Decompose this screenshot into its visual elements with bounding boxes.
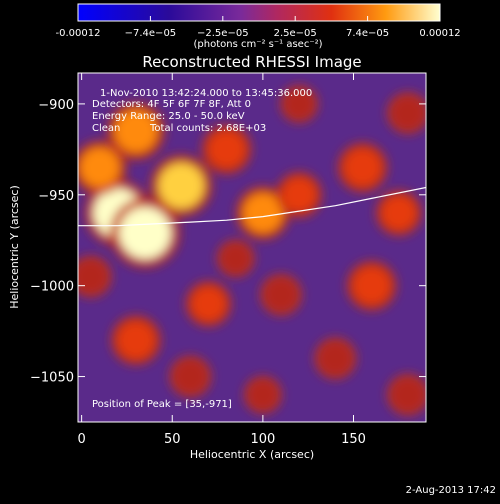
source-core — [353, 267, 391, 305]
plot-frame — [77, 72, 427, 423]
colorbar-tick-label: 7.4e−05 — [346, 28, 389, 39]
source-core — [119, 206, 172, 259]
y-tick-label: −950 — [38, 189, 74, 204]
footer-timestamp: 2-Aug-2013 17:42 — [406, 485, 496, 496]
annotation-total-counts: Total counts: 2.68E+03 — [149, 123, 266, 134]
colorbar-tick-label: −7.4e−05 — [125, 28, 177, 39]
source-core — [158, 162, 205, 209]
axis-ticks: 0 50 100 150 −900 −950 −1000 −1050 — [30, 73, 426, 447]
source-core — [117, 321, 155, 359]
y-tick-label: −900 — [38, 98, 74, 113]
source-core — [319, 342, 351, 374]
y-tick-label: −1050 — [30, 371, 74, 386]
chart-title: Reconstructed RHESSI Image — [142, 53, 361, 71]
source-core — [242, 192, 283, 233]
source-core — [248, 380, 277, 409]
colorbar-strip — [77, 3, 441, 22]
source-layer — [78, 85, 426, 416]
source-core — [79, 147, 120, 188]
colorbar: -0.00012 −7.4e−05 −2.5e−05 2.5e−05 7.4e−05 0.… — [56, 3, 461, 50]
annotation-time-range: 1-Nov-2010 13:42:24.000 to 13:45:36.000 — [100, 88, 312, 99]
annotation-peak: Position of Peak = [35,-971] — [92, 399, 232, 410]
image-panel: 0 50 100 150 −900 −950 −1000 −1050 — [30, 72, 427, 447]
y-tick-label: −1000 — [30, 280, 74, 295]
annotation-method: Clean — [92, 123, 120, 134]
annotation-detectors: Detectors: 4F 5F 6F 7F 8F, Att 0 — [92, 99, 251, 110]
annotation-energy-range: Energy Range: 25.0 - 50.0 keV — [92, 111, 245, 122]
source-core — [78, 261, 107, 293]
colorbar-tick-label: -0.00012 — [56, 28, 101, 39]
source-core — [282, 177, 317, 212]
y-axis-label: Heliocentric Y (arcsec) — [8, 185, 21, 309]
x-axis-label: Heliocentric X (arcsec) — [190, 448, 314, 461]
source-core — [265, 279, 297, 311]
source-core — [392, 379, 424, 411]
source-core — [392, 97, 424, 129]
x-tick-label: 0 — [77, 432, 85, 447]
source-core — [344, 149, 382, 187]
source-core — [221, 244, 250, 273]
x-tick-label: 100 — [250, 432, 275, 447]
source-core — [381, 195, 416, 230]
colorbar-tick-label: −2.5e−05 — [197, 28, 249, 39]
source-core — [285, 89, 314, 118]
colorbar-tick-label: 0.00012 — [419, 28, 460, 39]
source-core — [174, 361, 206, 393]
colorbar-tick-label: 2.5e−05 — [274, 28, 317, 39]
colorbar-units-label: (photons cm⁻² s⁻¹ asec⁻²) — [193, 39, 322, 50]
source-core — [191, 286, 226, 321]
source-core — [208, 130, 246, 168]
x-tick-label: 50 — [164, 432, 181, 447]
source-core — [114, 109, 158, 153]
x-tick-label: 150 — [341, 432, 366, 447]
solar-limb-curve — [78, 186, 426, 227]
